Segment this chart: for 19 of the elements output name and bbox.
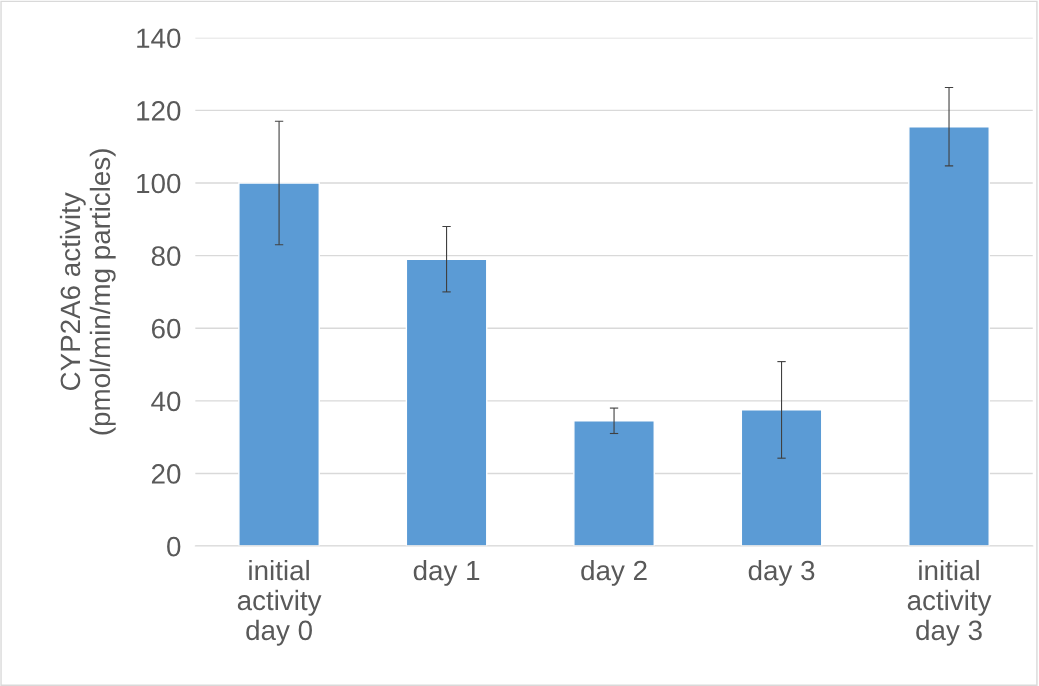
bar <box>740 409 823 547</box>
bar <box>405 258 488 547</box>
y-tick-label: 60 <box>151 318 181 339</box>
y-tick-label: 0 <box>167 536 181 557</box>
x-tick-label: day 3 <box>748 559 815 586</box>
x-tick-label: day 1 <box>413 559 480 586</box>
y-tick-label: 20 <box>151 464 181 484</box>
bar <box>908 125 990 547</box>
bar <box>573 420 655 547</box>
y-tick-label: 140 <box>137 28 181 49</box>
y-tick-label: 40 <box>151 391 181 412</box>
y-axis-title: CYP2A6 activity (pmol/min/mg particles) <box>59 149 116 435</box>
y-tick-label: 100 <box>137 173 181 194</box>
y-tick-label: 120 <box>137 101 181 121</box>
bar <box>238 182 320 547</box>
x-tick-label: initial activity day 0 <box>237 559 322 646</box>
x-tick-label: initial activity day 3 <box>907 559 992 646</box>
y-tick-label: 80 <box>151 246 181 266</box>
x-tick-label: day 2 <box>581 559 647 586</box>
